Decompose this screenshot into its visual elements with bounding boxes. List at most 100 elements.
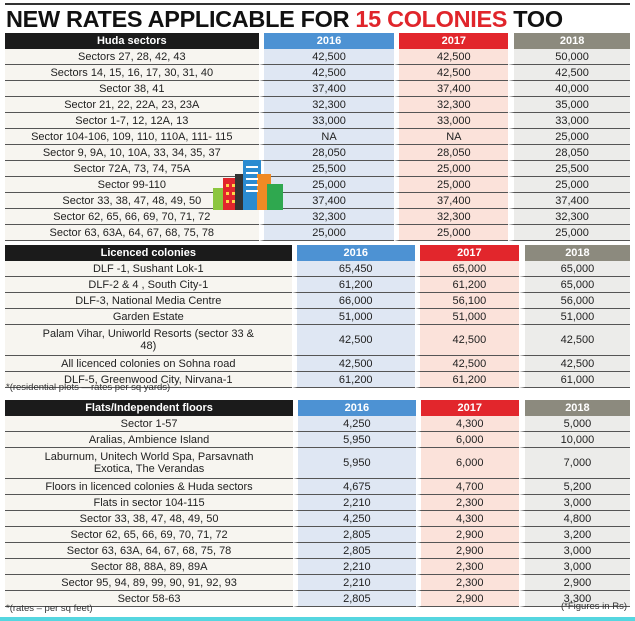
location-cell: DLF-3, National Media Centre (5, 293, 292, 309)
year-header-2017: 2017 (394, 33, 509, 49)
table-row: Sectors 14, 15, 16, 17, 30, 31, 40 42,500… (5, 65, 630, 81)
year-header-2018: 2018 (508, 33, 630, 49)
rate-cell-2018: 3,000 (518, 543, 630, 559)
table-row: Aralias, Ambience Island 5,950 6,000 10,000 (5, 432, 630, 448)
table-row: Sector 72A, 73, 74, 75A 25,500 25,000 25,50… (5, 161, 630, 177)
rate-cell-2016: 2,805 (293, 527, 416, 543)
rate-cell-2018: 65,000 (518, 277, 630, 293)
rate-cell-2018: 42,500 (518, 325, 630, 356)
rate-cell-2018: 56,000 (518, 293, 630, 309)
rate-cell-2018: 42,500 (508, 65, 630, 81)
table-row: Palam Vihar, Uniworld Resorts (sector 33… (5, 325, 630, 356)
location-cell: Sector 9, 9A, 10, 10A, 33, 34, 35, 37 (5, 145, 259, 161)
rate-cell-2017: 37,400 (394, 193, 509, 209)
location-cell: All licenced colonies on Sohna road (5, 356, 292, 372)
rate-cell-2017: 65,000 (414, 261, 519, 277)
rate-cell-2016: 4,675 (293, 479, 416, 495)
table-row: Sector 63, 63A, 64, 67, 68, 75, 78 2,805 2… (5, 543, 630, 559)
page-title: NEW RATES APPLICABLE FOR 15 COLONIES TOO (6, 6, 563, 33)
rate-cell-2018: 40,000 (508, 81, 630, 97)
location-cell: Sector 33, 38, 47, 48, 49, 50 (5, 511, 294, 527)
rate-cell-2018: 3,000 (518, 559, 630, 575)
table-row: Sector 1-57 4,250 4,300 5,000 (5, 416, 630, 432)
location-cell: Sector 1-57 (5, 416, 294, 432)
rate-cell-2018: 2,900 (518, 575, 630, 591)
location-cell: Sector 62, 65, 66, 69, 70, 71, 72 (5, 209, 259, 225)
location-cell: Flats in sector 104-115 (5, 495, 294, 511)
rate-cell-2018: 35,000 (508, 97, 630, 113)
rate-cell-2017: 33,000 (394, 113, 509, 129)
year-header-2016: 2016 (293, 400, 416, 416)
rate-cell-2016: 66,000 (291, 293, 415, 309)
rate-cell-2016: 2,210 (293, 495, 416, 511)
rate-cell-2018: 3,200 (518, 527, 630, 543)
location-cell: Sector 104-106, 109, 110, 110A, 111- 115 (5, 129, 259, 145)
rate-cell-2017: 4,300 (415, 416, 519, 432)
rate-cell-2018: 3,000 (518, 495, 630, 511)
rate-cell-2016: 2,805 (293, 591, 416, 607)
location-cell: Sector 58-63 (5, 591, 294, 607)
table-row: Sector 33, 38, 47, 48, 49, 50 4,250 4,300 4… (5, 511, 630, 527)
location-cell: Sector 99-110 (5, 177, 259, 193)
rate-cell-2017: 4,300 (415, 511, 519, 527)
rate-cell-2017: 42,500 (414, 356, 519, 372)
rate-cell-2017: 51,000 (414, 309, 519, 325)
section-header: Huda sectors (5, 33, 259, 49)
rate-cell-2016: 32,300 (258, 97, 395, 113)
rate-cell-2018: 65,000 (518, 261, 630, 277)
table-row: All licenced colonies on Sohna road 42,50… (5, 356, 630, 372)
section-header: Licenced colonies (5, 245, 292, 261)
location-cell: Sector 38, 41 (5, 81, 259, 97)
rate-cell-2016: 65,450 (291, 261, 415, 277)
location-cell: Sector 88, 88A, 89, 89A (5, 559, 294, 575)
rate-cell-2018: 3,300 (518, 591, 630, 607)
licenced-colonies-table: Licenced colonies 2016 2017 2018 DLF -1, Sus… (5, 245, 630, 388)
location-cell: Sector 33, 38, 47, 48, 49, 50 (5, 193, 259, 209)
rate-cell-2018: 25,500 (508, 161, 630, 177)
rate-cell-2017: 28,050 (394, 145, 509, 161)
table-row: DLF-3, National Media Centre 66,000 56,100… (5, 293, 630, 309)
rate-cell-2016: 61,200 (291, 277, 415, 293)
location-cell: DLF-5, Greenwood City, Nirvana-1 (5, 372, 292, 388)
rate-cell-2018: 32,300 (508, 209, 630, 225)
rate-cell-2018: 37,400 (508, 193, 630, 209)
rate-cell-2018: 7,000 (518, 448, 630, 479)
rate-cell-2018: 10,000 (518, 432, 630, 448)
title-text: NEW RATES APPLICABLE FOR (6, 6, 350, 32)
table-row: Sector 104-106, 109, 110, 110A, 111- 115… (5, 129, 630, 145)
rate-cell-2016: NA (258, 129, 395, 145)
rate-cell-2018: 42,500 (518, 356, 630, 372)
table-row: Sector 58-63 2,805 2,900 3,300 (5, 591, 630, 607)
rate-cell-2017: 32,300 (394, 97, 509, 113)
location-cell: Sector 63, 63A, 64, 67, 68, 75, 78 (5, 225, 259, 241)
table-row: DLF-2 & 4 , South City-1 61,200 61,200 65,0… (5, 277, 630, 293)
rate-cell-2016: 2,805 (293, 543, 416, 559)
year-header-2018: 2018 (518, 400, 630, 416)
rate-cell-2017: 25,000 (394, 177, 509, 193)
rate-cell-2017: 2,300 (415, 495, 519, 511)
rate-cell-2016: 2,210 (293, 559, 416, 575)
plots-footnote: *(residential plots —rates per sq yards) (6, 382, 171, 393)
table-row: Flats in sector 104-115 2,210 2,300 3,000 (5, 495, 630, 511)
table-row: Laburnum, Unitech World Spa, Parsavnath … (5, 448, 630, 479)
rate-cell-2017: 6,000 (415, 448, 519, 479)
rate-cell-2016: 25,500 (258, 161, 395, 177)
rate-cell-2016: 33,000 (258, 113, 395, 129)
currency-footnote: (*Figures in Rs) (561, 601, 627, 612)
year-header-2017: 2017 (414, 245, 519, 261)
table-row: Sector 1-7, 12, 12A, 13 33,000 33,000 33,00… (5, 113, 630, 129)
location-cell: DLF-2 & 4 , South City-1 (5, 277, 292, 293)
rate-cell-2016: 25,000 (258, 225, 395, 241)
table-row: Sector 99-110 25,000 25,000 25,000 (5, 177, 630, 193)
rate-cell-2018: 5,200 (518, 479, 630, 495)
rate-cell-2016: 42,500 (258, 49, 395, 65)
rate-cell-2017: 25,000 (394, 161, 509, 177)
rate-cell-2017: 32,300 (394, 209, 509, 225)
rate-cell-2016: 5,950 (293, 448, 416, 479)
table-row: Sector 38, 41 37,400 37,400 40,000 (5, 81, 630, 97)
rate-cell-2016: 4,250 (293, 416, 416, 432)
location-cell: Sector 95, 94, 89, 99, 90, 91, 92, 93 (5, 575, 294, 591)
location-cell: Floors in licenced colonies & Huda secto… (5, 479, 294, 495)
rate-cell-2017: 2,900 (415, 527, 519, 543)
rate-cell-2018: 51,000 (518, 309, 630, 325)
